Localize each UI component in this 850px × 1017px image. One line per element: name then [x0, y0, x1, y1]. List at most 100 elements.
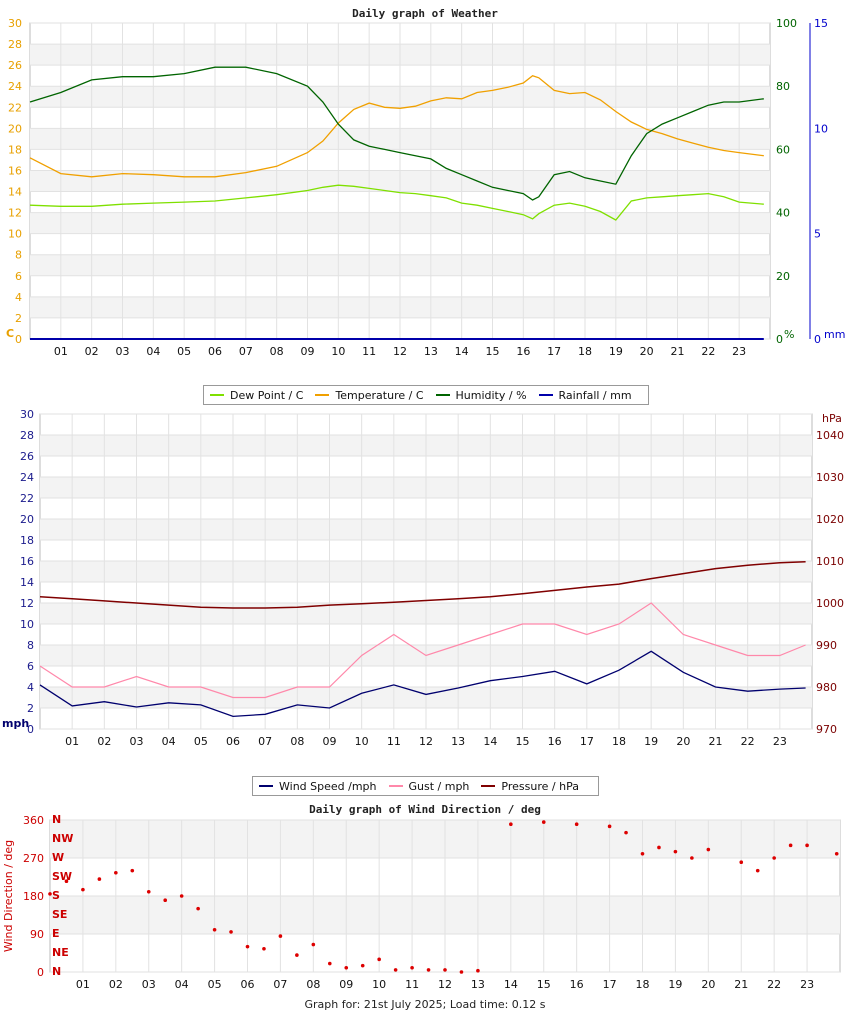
direction-point	[476, 968, 480, 973]
direction-point	[344, 965, 349, 970]
compass-label: E	[52, 927, 60, 940]
legend-label-wind-speed: Wind Speed /mph	[279, 779, 377, 793]
legend-wind-speed: Wind Speed /mph	[259, 780, 377, 793]
y-left-tick-label: 4	[15, 291, 22, 304]
legend-swatch-temperature	[315, 394, 330, 396]
y-pressure-tick-label: 990	[816, 639, 837, 652]
x-tick-label: 13	[451, 735, 465, 748]
x-tick-label: 13	[424, 345, 438, 358]
direction-point	[295, 953, 299, 957]
y-direction-tick-label: 0	[37, 966, 44, 979]
compass-label: SE	[52, 908, 67, 921]
y-left-tick-label: 20	[8, 122, 22, 135]
legend-label-temperature: Temperature / C	[335, 388, 424, 402]
x-tick-label: 20	[701, 978, 715, 991]
compass-label: N	[52, 965, 61, 978]
direction-point	[459, 970, 464, 974]
direction-point	[673, 849, 678, 854]
x-tick-label: 18	[612, 735, 626, 748]
direction-point	[114, 870, 118, 875]
y-direction-tick-label: 90	[30, 928, 44, 941]
x-tick-label: 08	[290, 735, 304, 748]
x-tick-label: 10	[331, 345, 345, 358]
y-left-tick-label: 0	[15, 333, 22, 346]
y-direction-tick-label: 270	[23, 852, 44, 865]
y-humidity-tick-label: 60	[776, 143, 790, 156]
x-tick-label: 12	[419, 735, 433, 748]
x-tick-label: 14	[504, 978, 518, 991]
legend-label-humidity: Humidity / %	[455, 388, 527, 402]
compass-label: NE	[52, 946, 69, 959]
x-tick-label: 05	[194, 735, 208, 748]
y-axis-title: Wind Direction / deg	[2, 840, 15, 952]
direction-point	[706, 847, 711, 852]
x-tick-label: 16	[548, 735, 562, 748]
direction-point	[163, 898, 168, 903]
legend-swatch-gust	[388, 785, 403, 787]
y-left-tick-label: 8	[15, 249, 22, 262]
y-left-tick-label: 22	[20, 492, 34, 505]
y-pressure-tick-label: 1030	[816, 471, 844, 484]
y-left-tick-label: 12	[8, 207, 22, 220]
legend-label-pressure: Pressure / hPa	[501, 779, 579, 793]
wind-legend: Wind Speed /mph Gust / mph Pressure / hP…	[252, 776, 599, 796]
legend-gust: Gust / mph	[388, 780, 469, 793]
legend-swatch-wind-speed	[259, 785, 273, 787]
compass-label: N	[52, 813, 61, 826]
y-direction-tick-label: 180	[23, 890, 44, 903]
direction-point	[229, 930, 233, 934]
direction-point	[509, 822, 513, 827]
y-left-tick-label: 24	[20, 471, 34, 484]
x-tick-label: 09	[301, 345, 315, 358]
y-left-tick-label: 14	[20, 576, 34, 589]
y-left-tick-label: 2	[27, 702, 34, 715]
y-left-tick-label: 6	[27, 660, 34, 673]
y-left-tick-label: 22	[8, 101, 22, 114]
x-tick-label: 11	[387, 735, 401, 748]
y-left-tick-label: 26	[8, 59, 22, 72]
x-tick-label: 17	[547, 345, 561, 358]
y-left-tick-label: 26	[20, 450, 34, 463]
direction-point	[262, 946, 266, 951]
compass-label: SW	[52, 870, 72, 883]
y-rain-tick-label: 0	[814, 333, 821, 346]
direction-point	[410, 965, 414, 970]
direction-point	[278, 934, 283, 938]
y-left-tick-label: 14	[8, 186, 22, 199]
y-humidity-tick-label: 100	[776, 17, 797, 30]
x-tick-label: 15	[537, 978, 551, 991]
y-pressure-tick-label: 970	[816, 723, 837, 736]
y-left-tick-label: 4	[27, 681, 34, 694]
x-tick-label: 20	[640, 345, 654, 358]
legend-label-dewpoint: Dew Point / C	[230, 388, 304, 402]
x-tick-label: 03	[116, 345, 130, 358]
footer-text: Graph for: 21st July 2025; Load time: 0.…	[304, 998, 546, 1011]
x-tick-label: 09	[323, 735, 337, 748]
x-tick-label: 19	[609, 345, 623, 358]
x-tick-label: 08	[306, 978, 320, 991]
direction-point	[360, 963, 365, 968]
legend-dewpoint: Dew Point / C	[210, 389, 303, 402]
x-tick-label: 06	[208, 345, 222, 358]
series-dew-point	[29, 184, 764, 221]
y-left-tick-label: 0	[27, 723, 34, 736]
y-rain-tick-label: 10	[814, 122, 828, 135]
y-left-tick-label: 16	[8, 164, 22, 177]
compass-label: S	[52, 889, 60, 902]
direction-point	[657, 845, 661, 850]
direction-point	[739, 860, 744, 865]
x-tick-label: 03	[130, 735, 144, 748]
x-tick-label: 23	[732, 345, 746, 358]
direction-point	[788, 843, 793, 848]
x-tick-label: 19	[668, 978, 682, 991]
direction-point	[48, 892, 52, 896]
x-tick-label: 01	[76, 978, 90, 991]
x-tick-label: 18	[578, 345, 592, 358]
x-tick-label: 16	[516, 345, 530, 358]
direction-point	[245, 944, 250, 949]
x-tick-label: 17	[603, 978, 617, 991]
x-tick-label: 06	[241, 978, 255, 991]
direction-point	[377, 957, 381, 962]
direction-point	[624, 830, 628, 835]
direction-point	[196, 906, 200, 911]
